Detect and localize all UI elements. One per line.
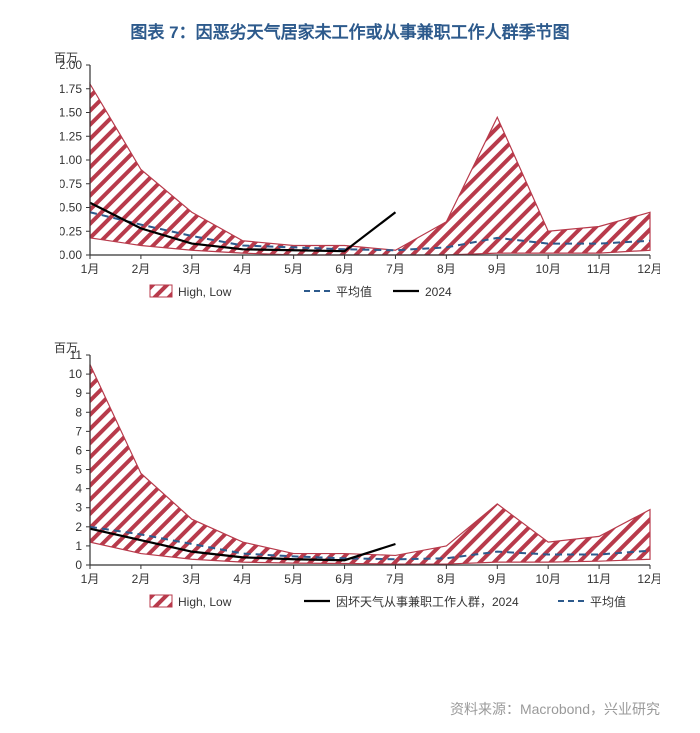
svg-text:4月: 4月 [233, 262, 252, 276]
svg-text:4: 4 [75, 482, 82, 496]
svg-text:High, Low: High, Low [178, 595, 232, 609]
svg-text:0.25: 0.25 [60, 224, 82, 238]
svg-text:9月: 9月 [488, 572, 507, 586]
svg-text:2月: 2月 [132, 572, 151, 586]
source-text: 资料来源：Macrobond，兴业研究 [450, 699, 660, 719]
svg-text:9: 9 [75, 386, 82, 400]
svg-text:12月: 12月 [637, 262, 660, 276]
svg-text:High, Low: High, Low [178, 285, 232, 299]
svg-text:5月: 5月 [284, 262, 303, 276]
svg-text:平均值: 平均值 [590, 594, 626, 609]
svg-text:3: 3 [75, 501, 82, 515]
chart-2: 百万 012345678910111月2月3月4月5月6月7月8月9月10月11… [60, 343, 660, 643]
svg-text:7: 7 [75, 424, 82, 438]
svg-text:3月: 3月 [182, 572, 201, 586]
svg-text:8: 8 [75, 405, 82, 419]
svg-text:1.50: 1.50 [60, 106, 82, 120]
svg-text:0.50: 0.50 [60, 201, 82, 215]
svg-text:12月: 12月 [637, 572, 660, 586]
chart-1: 百万 0.000.250.500.751.001.251.501.752.001… [60, 53, 660, 333]
svg-text:1: 1 [75, 539, 82, 553]
svg-text:1月: 1月 [81, 262, 100, 276]
chart-1-y-unit: 百万 [54, 49, 78, 66]
svg-text:6月: 6月 [335, 572, 354, 586]
svg-text:0.00: 0.00 [60, 248, 82, 262]
svg-text:5: 5 [75, 463, 82, 477]
svg-text:1.25: 1.25 [60, 129, 82, 143]
svg-text:6: 6 [75, 443, 82, 457]
svg-text:8月: 8月 [437, 262, 456, 276]
svg-text:11月: 11月 [587, 572, 611, 586]
svg-text:0: 0 [75, 558, 82, 572]
chart-title: 图表 7：因恶劣天气居家未工作或从事兼职工作人群季节图 [0, 0, 700, 53]
svg-text:1.75: 1.75 [60, 82, 82, 96]
svg-text:2月: 2月 [132, 262, 151, 276]
svg-text:4月: 4月 [233, 572, 252, 586]
svg-text:3月: 3月 [182, 262, 201, 276]
svg-text:平均值: 平均值 [336, 284, 372, 299]
svg-text:8月: 8月 [437, 572, 456, 586]
svg-text:10月: 10月 [536, 262, 561, 276]
svg-text:2024: 2024 [425, 285, 452, 299]
svg-text:因坏天气从事兼职工作人群，2024: 因坏天气从事兼职工作人群，2024 [336, 594, 519, 609]
svg-text:11月: 11月 [587, 262, 611, 276]
svg-text:5月: 5月 [284, 572, 303, 586]
svg-text:7月: 7月 [386, 572, 405, 586]
svg-text:6月: 6月 [335, 262, 354, 276]
svg-text:10: 10 [69, 367, 83, 381]
chart-2-y-unit: 百万 [54, 339, 78, 356]
svg-text:10月: 10月 [536, 572, 561, 586]
svg-text:9月: 9月 [488, 262, 507, 276]
svg-text:7月: 7月 [386, 262, 405, 276]
svg-text:1.00: 1.00 [60, 153, 82, 167]
svg-text:2: 2 [75, 520, 82, 534]
svg-text:1月: 1月 [81, 572, 100, 586]
svg-text:0.75: 0.75 [60, 177, 82, 191]
